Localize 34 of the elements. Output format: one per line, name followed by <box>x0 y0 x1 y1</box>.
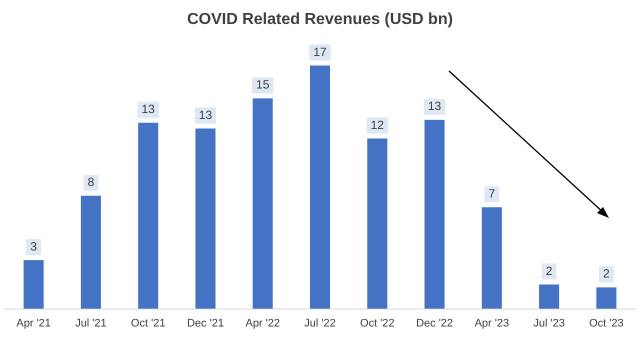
data-label: 2 <box>546 264 553 278</box>
x-tick-label: Apr '22 <box>245 317 280 330</box>
x-tick-label: Dec '22 <box>416 317 454 330</box>
data-label: 12 <box>370 118 384 132</box>
bar <box>482 207 502 309</box>
chart-title: COVID Related Revenues (USD bn) <box>187 11 453 28</box>
bar <box>80 196 101 309</box>
x-tick-label: Dec '21 <box>186 317 224 330</box>
x-tick-label: Jul '22 <box>304 317 336 330</box>
bar <box>310 66 330 309</box>
bar <box>539 284 560 309</box>
x-tick-label: Apr '23 <box>474 317 510 330</box>
data-label: 3 <box>30 239 38 254</box>
data-label: 8 <box>88 175 95 190</box>
bar <box>596 287 616 309</box>
data-label: 13 <box>142 102 156 116</box>
x-tick-label: Apr '21 <box>16 317 51 330</box>
bar <box>138 122 158 309</box>
bar <box>24 260 44 309</box>
x-tick-label: Oct '23 <box>589 317 624 330</box>
x-tick-label: Jul '21 <box>75 317 107 330</box>
data-label: 17 <box>313 44 327 59</box>
data-label: 13 <box>198 108 212 122</box>
bar <box>424 120 445 309</box>
data-label: 15 <box>256 78 270 92</box>
bar <box>195 128 216 309</box>
data-label: 13 <box>428 99 442 114</box>
data-label: 2 <box>603 266 610 281</box>
x-tick-label: Oct '22 <box>360 317 395 330</box>
x-tick-label: Jul '23 <box>533 317 565 330</box>
data-label: 7 <box>488 186 496 201</box>
bar <box>367 138 388 309</box>
x-tick-label: Oct '21 <box>130 317 166 330</box>
bar <box>252 98 273 309</box>
